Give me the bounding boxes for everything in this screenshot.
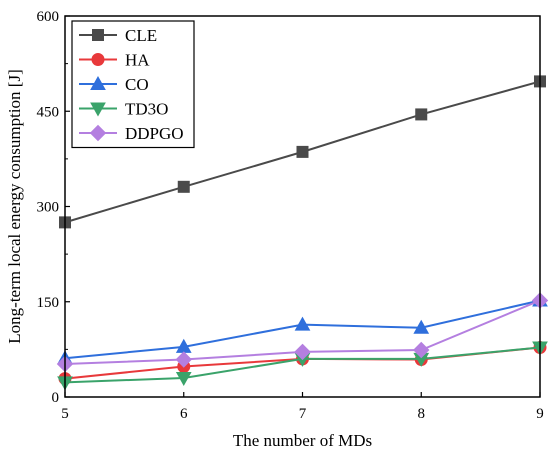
series-layer [56, 75, 549, 391]
legend-item: DDPGO [79, 124, 184, 143]
y-tick-label: 600 [37, 9, 60, 25]
data-point [415, 108, 428, 121]
data-point [294, 316, 311, 331]
data-point [175, 351, 192, 368]
x-tick-label: 8 [418, 406, 426, 422]
data-point [177, 180, 190, 193]
data-point [413, 341, 430, 359]
data-point [413, 319, 430, 334]
legend-label: DDPGO [125, 124, 184, 143]
x-tick-label: 7 [299, 406, 307, 422]
series-ddpgo [56, 292, 549, 373]
data-point [296, 145, 309, 158]
x-tick-label: 5 [61, 406, 69, 422]
legend-marker [90, 102, 106, 117]
legend-label: HA [125, 51, 150, 70]
legend-item: TD3O [79, 100, 168, 119]
legend-marker [89, 124, 107, 142]
legend-label: TD3O [125, 100, 168, 119]
y-tick-label: 450 [37, 104, 60, 120]
y-tick-label: 0 [52, 390, 60, 406]
x-tick-label: 6 [180, 406, 188, 422]
x-axis-title: The number of MDs [233, 431, 372, 450]
legend-label: CO [125, 75, 149, 94]
legend-item: CLE [79, 26, 157, 45]
y-tick-label: 300 [37, 200, 60, 216]
legend-marker [92, 29, 104, 41]
legend-marker [91, 53, 105, 66]
y-tick-label: 150 [37, 295, 60, 311]
legend-item: CO [79, 75, 149, 94]
legend-item: HA [79, 51, 150, 70]
axis-layer: 5 6 7 8 9 0 150 300 450 600 [37, 9, 544, 422]
x-tick-label: 9 [536, 406, 544, 422]
legend-label: CLE [125, 26, 157, 45]
data-point [175, 371, 192, 386]
y-axis-title: Long-term local energy consumption [J] [5, 69, 24, 343]
legend-marker [90, 75, 106, 90]
legend: CLE HA CO TD3O DDPGO [71, 20, 195, 149]
data-point [294, 343, 311, 361]
